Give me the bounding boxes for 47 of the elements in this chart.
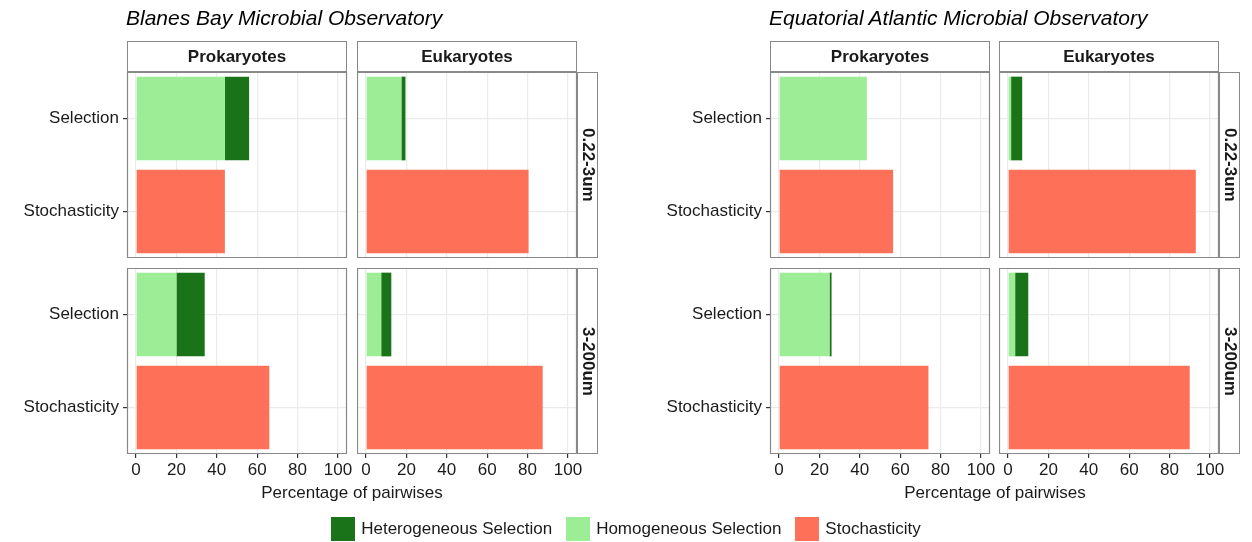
legend-label: Heterogeneous Selection xyxy=(361,519,553,539)
x-tick-label: 20 xyxy=(1038,459,1058,479)
x-tick-label: 80 xyxy=(288,459,308,479)
x-tick-label: 60 xyxy=(247,459,267,479)
x-tick-label: 20 xyxy=(809,459,829,479)
x-tick-label: 40 xyxy=(1079,459,1099,479)
y-tick-label: Stochasticity xyxy=(23,397,120,417)
x-axis-title: Percentage of pairwises xyxy=(261,483,443,503)
y-tick-label: Selection xyxy=(49,304,119,324)
y-tick-label: Stochasticity xyxy=(666,397,763,417)
y2-axis-title: 3-200um xyxy=(577,268,598,454)
x-tick-label: 60 xyxy=(477,459,497,479)
x-tick-label: 0 xyxy=(1003,459,1013,479)
chart-title: Eukaryotes xyxy=(357,41,577,72)
text: Equatorial Atlantic Microbial Observatory xyxy=(769,6,1148,30)
y-tick-label: Selection xyxy=(49,108,119,128)
y2-axis-title: 3-200um xyxy=(1219,268,1240,454)
chart-title: Eukaryotes xyxy=(999,41,1219,72)
y-tick-label: Stochasticity xyxy=(666,201,763,221)
x-tick-label: 40 xyxy=(207,459,227,479)
x-tick-label: 60 xyxy=(1119,459,1139,479)
y2-axis-title: 0.22-3um xyxy=(577,72,598,258)
x-tick-label: 80 xyxy=(1160,459,1180,479)
x-tick-label: 20 xyxy=(166,459,186,479)
x-tick-label: 20 xyxy=(396,459,416,479)
x-tick-label: 100 xyxy=(323,459,353,479)
text: Blanes Bay Microbial Observatory xyxy=(126,6,443,30)
chart-title: Prokaryotes xyxy=(127,41,347,72)
x-tick-label: 0 xyxy=(774,459,784,479)
x-tick-label: 60 xyxy=(890,459,910,479)
y-tick-label: Stochasticity xyxy=(23,201,120,221)
chart-title: Prokaryotes xyxy=(770,41,990,72)
y-tick-label: Selection xyxy=(692,108,762,128)
x-tick-label: 100 xyxy=(1195,459,1225,479)
x-tick-label: 40 xyxy=(850,459,870,479)
y-tick-label: Selection xyxy=(692,304,762,324)
x-tick-label: 0 xyxy=(131,459,141,479)
legend-label: Homogeneous Selection xyxy=(596,519,782,539)
x-tick-label: 80 xyxy=(518,459,538,479)
x-tick-label: 0 xyxy=(361,459,371,479)
x-tick-label: 100 xyxy=(966,459,996,479)
y2-axis-title: 0.22-3um xyxy=(1219,72,1240,258)
x-tick-label: 80 xyxy=(931,459,951,479)
x-tick-label: 40 xyxy=(437,459,457,479)
x-tick-label: 100 xyxy=(553,459,583,479)
legend-label: Stochasticity xyxy=(825,519,921,539)
x-axis-title: Percentage of pairwises xyxy=(904,483,1086,503)
